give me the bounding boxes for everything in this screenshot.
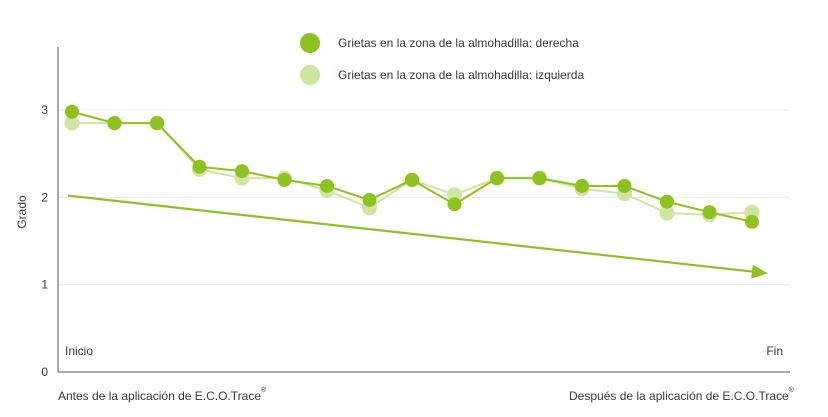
- data-point: [235, 164, 249, 179]
- data-point: [490, 171, 504, 186]
- series-group: [64, 104, 760, 229]
- data-point: [107, 116, 122, 131]
- data-point: [64, 115, 80, 131]
- y-tick-label: 1: [41, 278, 48, 292]
- data-point: [745, 214, 759, 229]
- data-point: [405, 172, 419, 187]
- trend-arrow: [67, 194, 768, 279]
- x-bottom-left-label: Antes de la aplicación de E.C.O.Trace®: [58, 386, 267, 403]
- legend-label-derecha: Grietas en la zona de la almohadilla: de…: [338, 36, 579, 50]
- data-point: [702, 205, 717, 220]
- data-point: [659, 205, 675, 221]
- data-point: [575, 178, 589, 193]
- y-axis-label: Grado: [15, 195, 29, 229]
- data-point: [150, 116, 164, 131]
- y-tick-label: 2: [41, 190, 48, 204]
- x-end-label: Fin: [766, 344, 783, 358]
- data-point: [362, 192, 377, 207]
- y-tick-label: 3: [41, 103, 48, 117]
- trend-line: [67, 194, 753, 273]
- data-point: [192, 159, 207, 174]
- data-point: [532, 171, 547, 186]
- data-point: [447, 197, 462, 212]
- y-tick-label: 0: [41, 365, 48, 379]
- series-derecha: [65, 104, 759, 229]
- data-point: [65, 104, 79, 119]
- legend-label-izquierda: Grietas en la zona de la almohadilla: iz…: [338, 68, 584, 82]
- legend-marker-derecha: [300, 33, 320, 53]
- x-bottom-right-label: Después de la aplicación de E.C.O.Trace®: [569, 386, 795, 403]
- data-point: [617, 178, 632, 193]
- data-point: [320, 178, 334, 193]
- legend-marker-izquierda: [300, 65, 320, 85]
- registered-mark-left: ®: [261, 386, 267, 394]
- series-line: [72, 122, 753, 216]
- y-tick-labels: 0 1 2 3: [41, 103, 48, 379]
- x-start-label: Inicio: [65, 344, 93, 358]
- trend-arrowhead: [751, 264, 768, 279]
- legend: Grietas en la zona de la almohadilla: de…: [300, 33, 584, 85]
- data-point: [277, 172, 292, 187]
- registered-mark-right: ®: [789, 386, 795, 394]
- data-point: [660, 194, 674, 209]
